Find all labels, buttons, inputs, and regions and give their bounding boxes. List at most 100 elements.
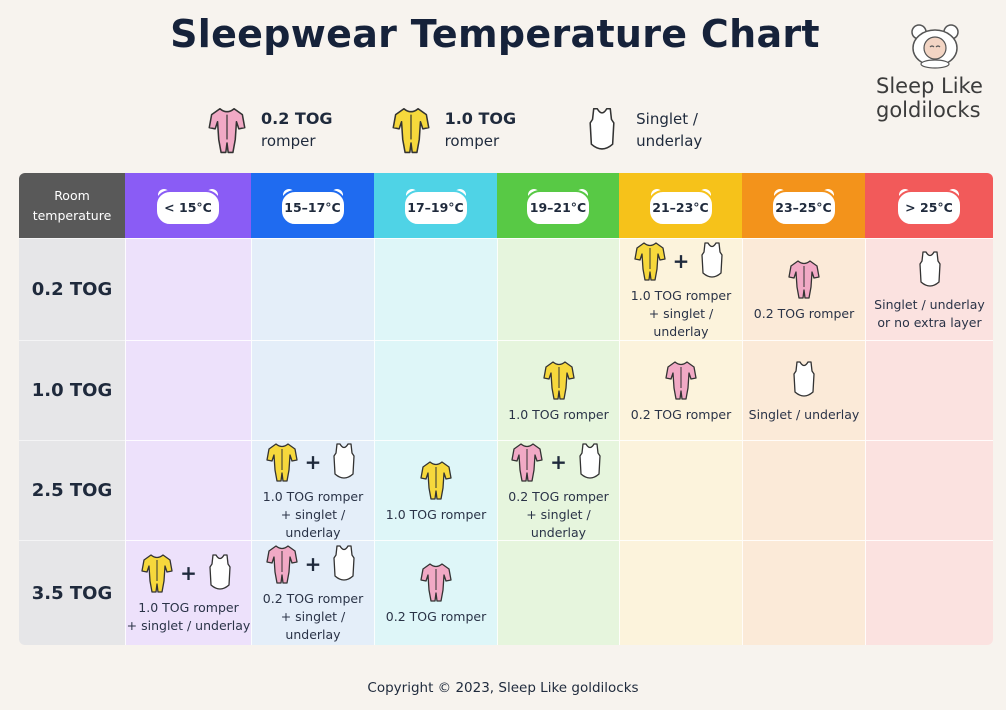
table-cell bbox=[125, 440, 251, 540]
pink-romper-icon bbox=[420, 563, 452, 602]
temperature-header: 17–19°C bbox=[374, 173, 497, 238]
cell-icons bbox=[787, 358, 821, 402]
bear-badge-icon bbox=[155, 186, 221, 226]
table-cell bbox=[125, 238, 251, 340]
singlet-icon bbox=[701, 241, 724, 278]
table-cell bbox=[374, 238, 497, 340]
temperature-header: < 15°C bbox=[125, 173, 251, 238]
cell-text-line2: + singlet / underlay bbox=[648, 305, 714, 339]
temperature-label: 19–21°C bbox=[529, 199, 587, 215]
cell-icons bbox=[419, 458, 453, 502]
brand-name-line2: goldilocks bbox=[876, 98, 981, 122]
plus-sign: + bbox=[550, 449, 567, 474]
cell-text-line2: + singlet / underlay bbox=[280, 506, 346, 540]
table-cell: 1.0 TOG romper bbox=[497, 340, 619, 440]
plus-sign: + bbox=[304, 552, 322, 576]
table-cell: 0.2 TOG romper bbox=[619, 340, 742, 440]
legend-label: 0.2 TOG bbox=[261, 109, 333, 128]
table-cell: 1.0 TOG romper bbox=[374, 440, 497, 540]
bear-badge: 17–19°C bbox=[401, 185, 471, 227]
plus-sign: + bbox=[304, 449, 322, 474]
legend-item-yellow-romper: 1.0 TOG romper bbox=[389, 100, 517, 160]
table-cell bbox=[865, 340, 993, 440]
room-header-line2: temperature bbox=[32, 207, 112, 223]
table-cell bbox=[497, 540, 619, 645]
temperature-label: 23–25°C bbox=[775, 199, 832, 215]
copyright-footer: Copyright © 2023, Sleep Like goldilocks bbox=[367, 680, 639, 696]
bear-badge-icon bbox=[770, 186, 837, 226]
table-cell bbox=[251, 340, 374, 440]
cell-text-line1: Singlet / underlay bbox=[748, 406, 860, 422]
legend-label: Singlet / bbox=[636, 110, 698, 128]
cell-text-line1: 1.0 TOG romper bbox=[138, 600, 239, 615]
pink-romper-icon bbox=[511, 442, 543, 482]
bear-badge-icon bbox=[896, 186, 962, 226]
cell-icons bbox=[913, 248, 947, 292]
singlet-icon bbox=[333, 442, 356, 479]
table-cell bbox=[865, 440, 993, 540]
cell-icons: + bbox=[140, 551, 237, 595]
bear-badge-icon bbox=[525, 186, 591, 226]
tog-row-label: 0.2 TOG bbox=[19, 238, 125, 340]
table-cell: 0.2 TOG romper bbox=[374, 540, 497, 645]
table-cell bbox=[619, 540, 742, 645]
legend-label: 1.0 TOG bbox=[444, 109, 517, 128]
table-cell bbox=[865, 540, 993, 645]
yellow-romper-icon bbox=[633, 241, 666, 281]
pink-romper-icon bbox=[208, 107, 246, 154]
cell-icons bbox=[419, 560, 453, 604]
yellow-romper-icon bbox=[420, 460, 452, 500]
table-cell: 0.2 TOG romper bbox=[742, 238, 865, 340]
cell-text-line2: + singlet / underlay bbox=[280, 609, 346, 642]
cell-text-line1: Singlet / underlay bbox=[874, 296, 985, 312]
yellow-romper-icon bbox=[392, 107, 430, 154]
singlet-icon bbox=[589, 107, 615, 150]
table-cell bbox=[742, 440, 865, 540]
cell-text-line1: 1.0 TOG romper bbox=[508, 406, 609, 422]
singlet-icon bbox=[209, 554, 231, 590]
cell-text-line1: 0.2 TOG romper bbox=[753, 305, 855, 321]
cell-icons: + bbox=[265, 542, 362, 586]
tog-row-label: 3.5 TOG bbox=[19, 540, 125, 645]
pink-romper-icon bbox=[265, 545, 298, 584]
cell-text-line2: or no extra layer bbox=[877, 314, 982, 330]
cell-icons: + bbox=[265, 440, 362, 484]
cell-text-line1: 0.2 TOG romper bbox=[385, 609, 487, 624]
table-cell: +0.2 TOG romper + singlet / underlay bbox=[251, 540, 374, 645]
table-cell: +1.0 TOG romper + singlet / underlay bbox=[251, 440, 374, 540]
temperature-header: 23–25°C bbox=[742, 173, 865, 238]
bear-badge: 15–17°C bbox=[278, 185, 348, 227]
bear-badge: < 15°C bbox=[153, 185, 223, 227]
temperature-label: < 15°C bbox=[164, 199, 212, 215]
room-header-line1: Room bbox=[54, 187, 90, 203]
cell-icons bbox=[787, 257, 821, 301]
bear-badge: 21–23°C bbox=[646, 185, 716, 227]
yellow-romper-icon bbox=[141, 554, 173, 593]
table-cell: Singlet / underlay bbox=[742, 340, 865, 440]
temperature-label: > 25°C bbox=[905, 199, 953, 215]
plus-sign: + bbox=[180, 561, 197, 585]
table-cell bbox=[742, 540, 865, 645]
tog-row-label: 1.0 TOG bbox=[19, 340, 125, 440]
singlet-icon bbox=[333, 545, 356, 581]
cell-text-line2: + singlet / underlay bbox=[126, 618, 251, 633]
temperature-label: 15–17°C bbox=[284, 199, 341, 215]
tog-row-label: 2.5 TOG bbox=[19, 440, 125, 540]
table-cell bbox=[497, 238, 619, 340]
table-cell bbox=[125, 340, 251, 440]
brand-logo: Sleep Like goldilocks bbox=[870, 20, 1000, 122]
cell-text-line2: + singlet / underlay bbox=[526, 506, 591, 540]
temperature-header: > 25°C bbox=[865, 173, 993, 238]
legend-item-singlet: Singlet / underlay bbox=[580, 100, 702, 160]
bear-badge-icon bbox=[279, 186, 346, 226]
singlet-icon bbox=[918, 250, 941, 287]
yellow-romper-icon bbox=[265, 442, 298, 482]
singlet-icon bbox=[793, 360, 815, 397]
plus-sign: + bbox=[672, 248, 690, 273]
table-cell: Singlet / underlay or no extra layer bbox=[865, 238, 993, 340]
cell-icons bbox=[664, 358, 698, 402]
pink-romper-icon bbox=[788, 259, 820, 299]
bear-badge: > 25°C bbox=[894, 185, 964, 227]
table-cell: +0.2 TOG romper + singlet / underlay bbox=[497, 440, 619, 540]
pink-romper-icon bbox=[665, 360, 697, 400]
